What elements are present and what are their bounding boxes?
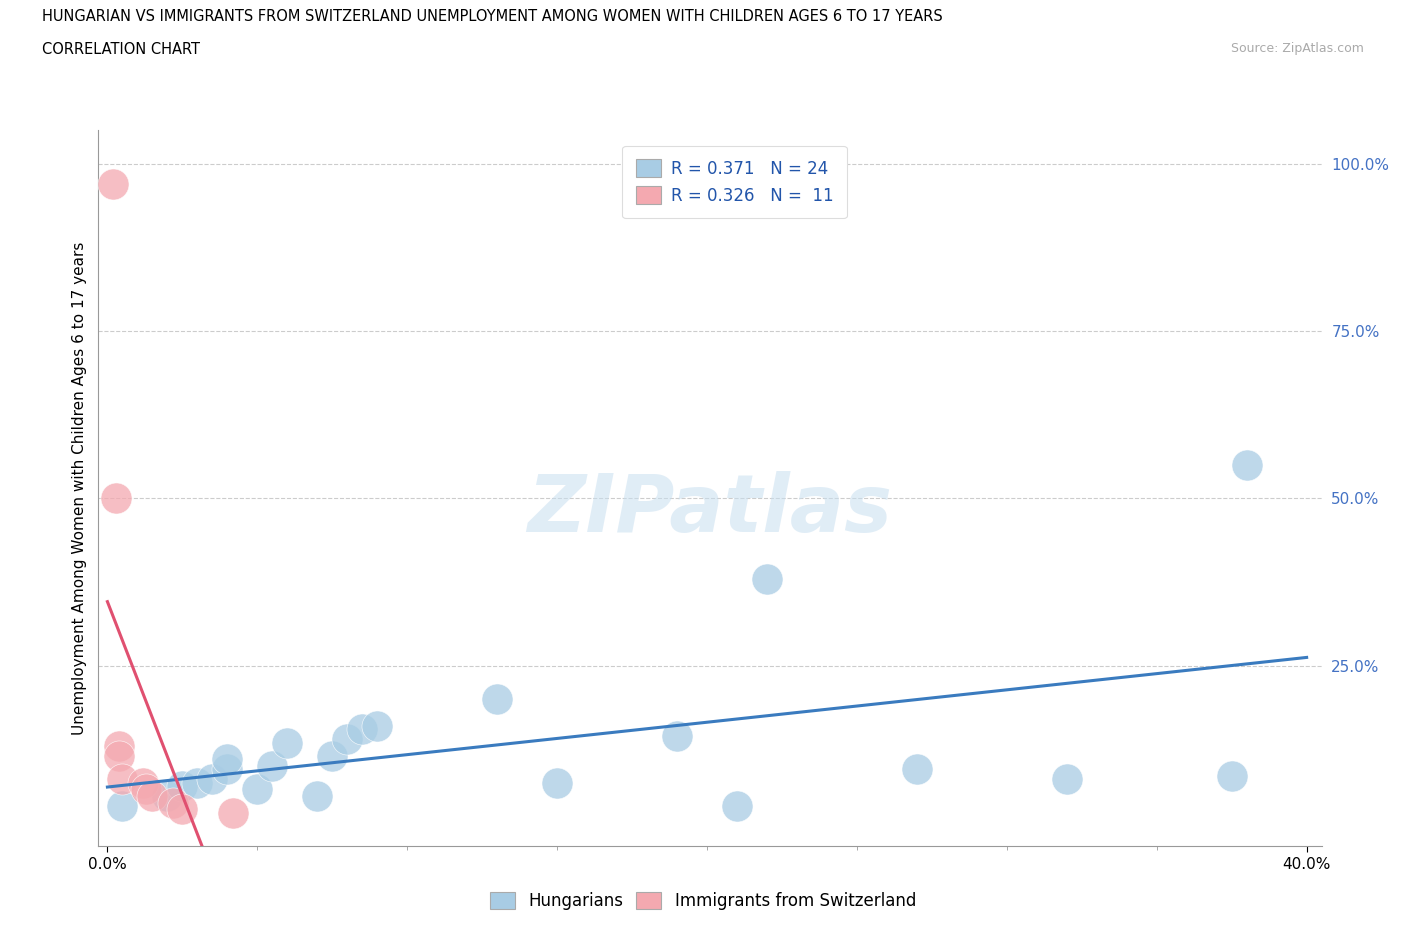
Point bbox=[666, 728, 689, 743]
Point bbox=[201, 772, 224, 787]
Legend: Hungarians, Immigrants from Switzerland: Hungarians, Immigrants from Switzerland bbox=[484, 885, 922, 917]
Point bbox=[321, 749, 343, 764]
Point bbox=[1236, 458, 1258, 472]
Point bbox=[756, 571, 779, 586]
Text: ZIPatlas: ZIPatlas bbox=[527, 471, 893, 549]
Point bbox=[108, 749, 131, 764]
Point bbox=[486, 692, 509, 707]
Point bbox=[905, 762, 928, 777]
Point bbox=[111, 799, 134, 814]
Point bbox=[108, 738, 131, 753]
Point bbox=[1220, 768, 1243, 783]
Point bbox=[172, 778, 194, 793]
Legend: R = 0.371   N = 24, R = 0.326   N =  11: R = 0.371 N = 24, R = 0.326 N = 11 bbox=[623, 146, 846, 218]
Point bbox=[103, 177, 125, 192]
Point bbox=[141, 789, 163, 804]
Point bbox=[246, 782, 269, 797]
Point bbox=[162, 795, 184, 810]
Point bbox=[217, 762, 239, 777]
Text: HUNGARIAN VS IMMIGRANTS FROM SWITZERLAND UNEMPLOYMENT AMONG WOMEN WITH CHILDREN : HUNGARIAN VS IMMIGRANTS FROM SWITZERLAND… bbox=[42, 9, 943, 24]
Point bbox=[105, 491, 128, 506]
Point bbox=[546, 776, 568, 790]
Point bbox=[172, 802, 194, 817]
Point bbox=[336, 732, 359, 747]
Point bbox=[725, 799, 748, 814]
Point bbox=[366, 718, 388, 733]
Point bbox=[262, 759, 284, 774]
Point bbox=[111, 772, 134, 787]
Text: CORRELATION CHART: CORRELATION CHART bbox=[42, 42, 200, 57]
Text: Source: ZipAtlas.com: Source: ZipAtlas.com bbox=[1230, 42, 1364, 55]
Point bbox=[156, 789, 179, 804]
Point bbox=[217, 751, 239, 766]
Y-axis label: Unemployment Among Women with Children Ages 6 to 17 years: Unemployment Among Women with Children A… bbox=[72, 242, 87, 735]
Point bbox=[222, 805, 245, 820]
Point bbox=[135, 782, 157, 797]
Point bbox=[352, 722, 374, 737]
Point bbox=[1056, 772, 1078, 787]
Point bbox=[186, 776, 208, 790]
Point bbox=[307, 789, 329, 804]
Point bbox=[132, 776, 155, 790]
Point bbox=[276, 735, 298, 750]
